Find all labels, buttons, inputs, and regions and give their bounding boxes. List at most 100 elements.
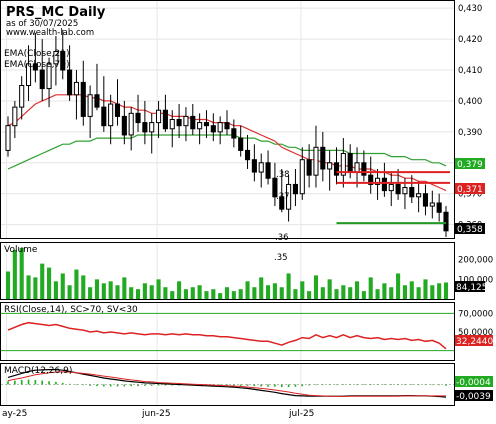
candle-down bbox=[231, 128, 237, 139]
volume-bar bbox=[60, 273, 65, 299]
price-tick-label: 0,390 bbox=[458, 128, 482, 138]
candle-down bbox=[333, 162, 340, 176]
candle-down bbox=[265, 162, 271, 179]
tag-macd bbox=[455, 390, 493, 401]
volume-bar bbox=[430, 285, 435, 299]
volume-bar bbox=[286, 273, 291, 299]
volume-bar bbox=[101, 283, 106, 299]
price-tick-label: 0,400 bbox=[458, 97, 482, 107]
macd-histogram-bar bbox=[233, 384, 235, 386]
candle-up bbox=[197, 122, 203, 130]
volume-bar bbox=[443, 282, 449, 299]
candle-down bbox=[279, 196, 285, 210]
volume-bar bbox=[211, 289, 216, 299]
volume-bar bbox=[129, 287, 134, 299]
candle-up bbox=[217, 122, 223, 133]
rsi-tick-label: 50,0000 bbox=[458, 328, 493, 338]
volume-bar bbox=[94, 279, 100, 299]
macd-histogram-bar bbox=[390, 384, 393, 385]
candle-up bbox=[12, 106, 18, 127]
volume-bar bbox=[348, 287, 353, 299]
candle-down bbox=[347, 153, 353, 173]
macd-histogram-bar bbox=[103, 384, 105, 387]
x-label-jul25: jul-25 bbox=[288, 409, 314, 419]
macd-histogram-bar bbox=[315, 384, 317, 386]
macd-histogram-bar bbox=[342, 384, 345, 385]
tag-rsi-text: 32,2440 bbox=[456, 337, 493, 347]
volume-bar bbox=[88, 287, 93, 299]
macd-histogram-bar bbox=[96, 384, 98, 387]
candle-up bbox=[313, 146, 319, 176]
candle-up bbox=[402, 187, 408, 195]
macd-histogram-bar bbox=[410, 384, 413, 385]
macd-histogram-bar bbox=[349, 384, 351, 385]
macd-histogram-bar bbox=[239, 384, 242, 386]
as-of-date: as of 30/07/2025 bbox=[6, 19, 78, 29]
candle-down bbox=[443, 211, 449, 232]
ema70-line bbox=[7, 134, 447, 170]
candle-up bbox=[156, 109, 162, 124]
volume-bar bbox=[279, 287, 284, 299]
volume-bar bbox=[375, 289, 380, 299]
macd-histogram-bar bbox=[89, 384, 91, 386]
macd-histogram-bar bbox=[438, 384, 440, 386]
volume-bar bbox=[135, 289, 141, 299]
macd-histogram-bar bbox=[376, 384, 379, 385]
macd-histogram-bar bbox=[61, 382, 64, 385]
macd-histogram-bar bbox=[137, 384, 139, 387]
macd-histogram-bar bbox=[226, 384, 228, 386]
macd-histogram-bar bbox=[41, 380, 44, 385]
candle-up bbox=[128, 112, 134, 136]
candle-down bbox=[436, 202, 442, 213]
candle-down bbox=[32, 63, 38, 71]
macd-histogram-bar bbox=[294, 384, 297, 387]
volume-bar bbox=[272, 283, 277, 299]
candle-down bbox=[190, 115, 196, 130]
volume-bar bbox=[368, 277, 373, 299]
macd-histogram-bar bbox=[150, 384, 153, 386]
site-watermark: www.wealth-lab.com bbox=[6, 28, 94, 38]
volume-bar bbox=[218, 293, 223, 299]
volume-bar bbox=[334, 289, 339, 299]
tag-macd-hist bbox=[455, 376, 493, 387]
rsi-series bbox=[1, 312, 454, 352]
macd-histogram-bar bbox=[253, 384, 256, 387]
volume-bar bbox=[204, 291, 209, 299]
price-tick-label: 0,410 bbox=[458, 66, 482, 76]
candle-up bbox=[183, 115, 189, 127]
volume-bar bbox=[423, 279, 428, 299]
macd-histogram-bar bbox=[116, 384, 119, 387]
candles bbox=[5, 29, 449, 237]
macd-histogram-bar bbox=[308, 384, 310, 386]
macd-histogram-bar bbox=[431, 384, 434, 386]
macd-histogram-bar bbox=[130, 384, 132, 387]
macd-histogram-bar bbox=[417, 384, 420, 386]
volume-bar bbox=[354, 281, 360, 299]
candle-down bbox=[60, 50, 66, 71]
candle-down bbox=[114, 103, 121, 117]
macd-histogram-bar bbox=[356, 384, 358, 385]
candle-down bbox=[203, 122, 210, 127]
annotation-36: .36 bbox=[275, 233, 289, 243]
volume-bar bbox=[266, 285, 271, 299]
volume-bar bbox=[26, 275, 31, 299]
candle-down bbox=[409, 187, 415, 198]
candle-down bbox=[238, 137, 244, 151]
rsi-line bbox=[7, 321, 447, 350]
volume-bar bbox=[5, 271, 11, 299]
candle-down bbox=[422, 193, 429, 207]
candle-up bbox=[388, 183, 394, 192]
volume-bars bbox=[5, 247, 449, 299]
volume-title: Volume bbox=[4, 245, 38, 255]
price-tick-label: 0,420 bbox=[458, 35, 482, 45]
candle-down bbox=[101, 106, 107, 127]
volume-bar bbox=[231, 291, 236, 299]
candle-up bbox=[286, 183, 292, 210]
macd-histogram-bar bbox=[369, 384, 372, 385]
volume-bar bbox=[33, 277, 38, 299]
price-tick-label: 0,430 bbox=[458, 4, 482, 14]
candle-down bbox=[292, 183, 298, 195]
macd-histogram-bar bbox=[48, 381, 50, 385]
volume-bar bbox=[197, 285, 202, 299]
